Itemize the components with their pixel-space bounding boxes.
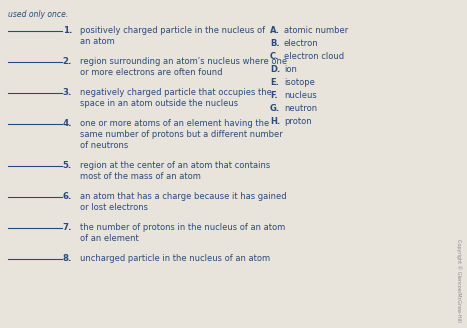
Text: G.: G. [270,104,280,113]
Text: 7.: 7. [63,223,72,232]
Text: electron: electron [284,39,318,48]
Text: an atom: an atom [80,37,115,46]
Text: C.: C. [270,52,279,61]
Text: uncharged particle in the nucleus of an atom: uncharged particle in the nucleus of an … [80,254,270,263]
Text: of neutrons: of neutrons [80,141,128,150]
Text: nucleus: nucleus [284,91,317,100]
Text: 6.: 6. [63,192,72,201]
Text: or lost electrons: or lost electrons [80,203,148,212]
Text: space in an atom outside the nucleus: space in an atom outside the nucleus [80,99,238,108]
Text: F.: F. [270,91,277,100]
Text: one or more atoms of an element having the: one or more atoms of an element having t… [80,119,269,128]
Text: 4.: 4. [63,119,72,128]
Text: isotope: isotope [284,78,315,87]
Text: neutron: neutron [284,104,317,113]
Text: 5.: 5. [63,161,72,170]
Text: Copyright © Glencoe/McGraw-Hill: Copyright © Glencoe/McGraw-Hill [456,239,462,321]
Text: H.: H. [270,117,280,126]
Text: or more electrons are often found: or more electrons are often found [80,68,222,77]
Text: positively charged particle in the nucleus of: positively charged particle in the nucle… [80,26,265,35]
Text: electron cloud: electron cloud [284,52,344,61]
Text: region surrounding an atom’s nucleus where one: region surrounding an atom’s nucleus whe… [80,57,287,66]
Text: proton: proton [284,117,311,126]
Text: D.: D. [270,65,280,74]
Text: an atom that has a charge because it has gained: an atom that has a charge because it has… [80,192,287,201]
Text: used only once.: used only once. [8,10,68,19]
Text: 3.: 3. [63,88,72,97]
Text: ion: ion [284,65,297,74]
Text: negatively charged particle that occupies the: negatively charged particle that occupie… [80,88,272,97]
Text: most of the mass of an atom: most of the mass of an atom [80,172,201,181]
Text: atomic number: atomic number [284,26,348,35]
Text: of an element: of an element [80,234,139,243]
Text: same number of protons but a different number: same number of protons but a different n… [80,130,283,139]
Text: the number of protons in the nucleus of an atom: the number of protons in the nucleus of … [80,223,285,232]
Text: region at the center of an atom that contains: region at the center of an atom that con… [80,161,270,170]
Text: A.: A. [270,26,280,35]
Text: 2.: 2. [63,57,72,66]
Text: B.: B. [270,39,280,48]
Text: 1.: 1. [63,26,72,35]
Text: E.: E. [270,78,279,87]
Text: 8.: 8. [63,254,72,263]
